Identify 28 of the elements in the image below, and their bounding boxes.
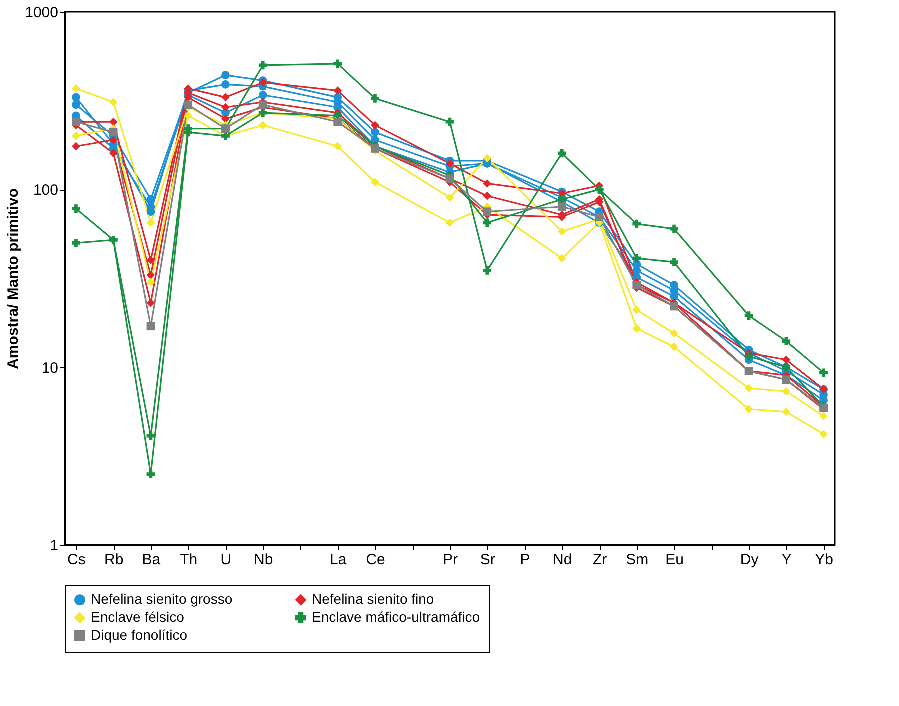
- y-tick-label: 10: [42, 360, 58, 377]
- x-tick-label: U: [220, 552, 232, 568]
- x-tick-label: Y: [782, 552, 792, 568]
- x-tick-label: Zr: [592, 552, 608, 568]
- x-tick-label: Dy: [740, 552, 760, 568]
- x-tick-label: Sr: [480, 552, 496, 568]
- x-tick-label: Th: [180, 552, 198, 568]
- x-tick-label: P: [520, 552, 530, 568]
- legend-label: Enclave máfico-ultramáfico: [312, 609, 480, 625]
- legend-label: Nefelina sienito fino: [312, 591, 434, 608]
- x-tick-label: Nb: [254, 552, 274, 568]
- legend-label: Dique fonolítico: [91, 627, 188, 643]
- x-tick-label: Yb: [815, 552, 834, 568]
- legend-label: Nefelina sienito grosso: [91, 591, 233, 608]
- x-tick-label: Rb: [104, 552, 124, 568]
- y-axis-title: Amostra/ Manto primitivo: [5, 188, 22, 370]
- x-tick-label: Ce: [366, 552, 386, 568]
- x-tick-label: Eu: [666, 552, 684, 568]
- legend-label: Enclave félsico: [91, 609, 185, 625]
- x-tick-label: La: [330, 552, 348, 568]
- x-tick-label: Ba: [142, 552, 162, 568]
- y-tick-label: 100: [33, 182, 58, 200]
- x-tick-label: Pr: [443, 552, 458, 568]
- x-tick-label: Nd: [553, 552, 572, 568]
- y-tick-label: 1: [50, 538, 58, 554]
- x-tick-label: Sm: [626, 552, 649, 568]
- y-tick-label: 1000: [25, 4, 58, 22]
- x-tick-label: Cs: [68, 552, 86, 568]
